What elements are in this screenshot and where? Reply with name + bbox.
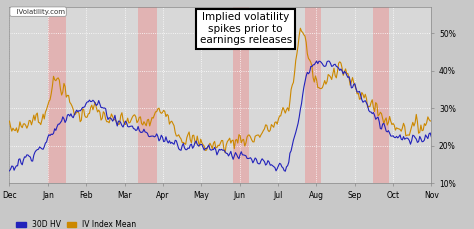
Legend: 30D HV, IV Index Mean: 30D HV, IV Index Mean bbox=[13, 217, 139, 229]
Bar bbox=[138, 7, 157, 183]
Text: Implied volatility
spikes prior to
earnings releases: Implied volatility spikes prior to earni… bbox=[200, 12, 292, 45]
Bar bbox=[48, 7, 66, 183]
Text: IVolatility.com: IVolatility.com bbox=[11, 9, 64, 15]
Bar bbox=[305, 7, 321, 183]
Bar bbox=[233, 7, 249, 183]
Bar bbox=[373, 7, 389, 183]
